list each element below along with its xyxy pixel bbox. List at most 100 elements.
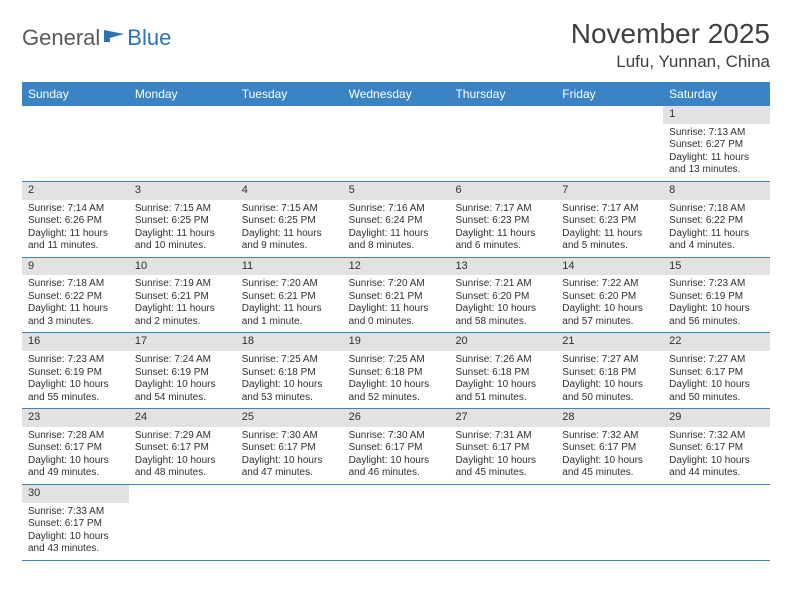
calendar-day: 11Sunrise: 7:20 AMSunset: 6:21 PMDayligh…	[236, 258, 343, 333]
day-number: 25	[236, 409, 343, 427]
sunrise-line: Sunrise: 7:27 AM	[669, 354, 764, 367]
sunrise-line: Sunrise: 7:15 AM	[135, 203, 230, 216]
logo-text-1: General	[22, 25, 100, 51]
daylight-line: Daylight: 11 hours and 11 minutes.	[28, 228, 123, 253]
calendar-day: 1Sunrise: 7:13 AMSunset: 6:27 PMDaylight…	[663, 106, 770, 181]
calendar-empty	[449, 485, 556, 560]
day-details: Sunrise: 7:15 AMSunset: 6:25 PMDaylight:…	[236, 200, 343, 257]
logo: General Blue	[22, 18, 171, 52]
weekday-header: Sunday	[22, 82, 129, 106]
sunset-line: Sunset: 6:21 PM	[135, 291, 230, 304]
sunrise-line: Sunrise: 7:32 AM	[669, 430, 764, 443]
sunset-line: Sunset: 6:20 PM	[562, 291, 657, 304]
sunrise-line: Sunrise: 7:30 AM	[242, 430, 337, 443]
calendar-empty	[343, 106, 450, 181]
calendar-empty	[663, 485, 770, 560]
calendar-empty	[343, 485, 450, 560]
calendar-day: 26Sunrise: 7:30 AMSunset: 6:17 PMDayligh…	[343, 409, 450, 484]
daylight-line: Daylight: 10 hours and 43 minutes.	[28, 531, 123, 556]
day-number: 30	[22, 485, 129, 503]
sunrise-line: Sunrise: 7:23 AM	[669, 278, 764, 291]
daylight-line: Daylight: 11 hours and 13 minutes.	[669, 152, 764, 177]
calendar-day: 16Sunrise: 7:23 AMSunset: 6:19 PMDayligh…	[22, 333, 129, 408]
day-details: Sunrise: 7:21 AMSunset: 6:20 PMDaylight:…	[449, 275, 556, 332]
daylight-line: Daylight: 10 hours and 45 minutes.	[455, 455, 550, 480]
header: General Blue November 2025 Lufu, Yunnan,…	[22, 18, 770, 72]
calendar-day: 28Sunrise: 7:32 AMSunset: 6:17 PMDayligh…	[556, 409, 663, 484]
weekday-header: Friday	[556, 82, 663, 106]
sunset-line: Sunset: 6:25 PM	[242, 215, 337, 228]
day-details: Sunrise: 7:16 AMSunset: 6:24 PMDaylight:…	[343, 200, 450, 257]
sunrise-line: Sunrise: 7:32 AM	[562, 430, 657, 443]
day-number: 1	[663, 106, 770, 124]
daylight-line: Daylight: 11 hours and 2 minutes.	[135, 303, 230, 328]
location: Lufu, Yunnan, China	[571, 52, 770, 72]
calendar-day: 21Sunrise: 7:27 AMSunset: 6:18 PMDayligh…	[556, 333, 663, 408]
sunset-line: Sunset: 6:27 PM	[669, 139, 764, 152]
sunrise-line: Sunrise: 7:17 AM	[562, 203, 657, 216]
calendar-empty	[236, 106, 343, 181]
sunrise-line: Sunrise: 7:18 AM	[28, 278, 123, 291]
sunrise-line: Sunrise: 7:20 AM	[242, 278, 337, 291]
calendar-day: 13Sunrise: 7:21 AMSunset: 6:20 PMDayligh…	[449, 258, 556, 333]
day-details: Sunrise: 7:17 AMSunset: 6:23 PMDaylight:…	[556, 200, 663, 257]
sunrise-line: Sunrise: 7:23 AM	[28, 354, 123, 367]
sunset-line: Sunset: 6:17 PM	[242, 442, 337, 455]
sunrise-line: Sunrise: 7:25 AM	[242, 354, 337, 367]
day-details: Sunrise: 7:30 AMSunset: 6:17 PMDaylight:…	[236, 427, 343, 484]
sunset-line: Sunset: 6:17 PM	[349, 442, 444, 455]
calendar-row: 30Sunrise: 7:33 AMSunset: 6:17 PMDayligh…	[22, 485, 770, 561]
daylight-line: Daylight: 11 hours and 8 minutes.	[349, 228, 444, 253]
calendar-day: 18Sunrise: 7:25 AMSunset: 6:18 PMDayligh…	[236, 333, 343, 408]
daylight-line: Daylight: 10 hours and 47 minutes.	[242, 455, 337, 480]
calendar-day: 17Sunrise: 7:24 AMSunset: 6:19 PMDayligh…	[129, 333, 236, 408]
day-details: Sunrise: 7:32 AMSunset: 6:17 PMDaylight:…	[556, 427, 663, 484]
sunset-line: Sunset: 6:21 PM	[349, 291, 444, 304]
calendar-day: 24Sunrise: 7:29 AMSunset: 6:17 PMDayligh…	[129, 409, 236, 484]
calendar-day: 8Sunrise: 7:18 AMSunset: 6:22 PMDaylight…	[663, 182, 770, 257]
daylight-line: Daylight: 10 hours and 50 minutes.	[669, 379, 764, 404]
logo-text-2: Blue	[127, 25, 171, 51]
day-details: Sunrise: 7:15 AMSunset: 6:25 PMDaylight:…	[129, 200, 236, 257]
day-number: 15	[663, 258, 770, 276]
sunset-line: Sunset: 6:17 PM	[562, 442, 657, 455]
calendar-day: 12Sunrise: 7:20 AMSunset: 6:21 PMDayligh…	[343, 258, 450, 333]
daylight-line: Daylight: 10 hours and 48 minutes.	[135, 455, 230, 480]
calendar-day: 30Sunrise: 7:33 AMSunset: 6:17 PMDayligh…	[22, 485, 129, 560]
sunrise-line: Sunrise: 7:14 AM	[28, 203, 123, 216]
daylight-line: Daylight: 10 hours and 54 minutes.	[135, 379, 230, 404]
day-number: 23	[22, 409, 129, 427]
calendar-row: 23Sunrise: 7:28 AMSunset: 6:17 PMDayligh…	[22, 409, 770, 485]
daylight-line: Daylight: 10 hours and 53 minutes.	[242, 379, 337, 404]
flag-icon	[104, 24, 126, 50]
day-details: Sunrise: 7:33 AMSunset: 6:17 PMDaylight:…	[22, 503, 129, 560]
day-details: Sunrise: 7:30 AMSunset: 6:17 PMDaylight:…	[343, 427, 450, 484]
day-details: Sunrise: 7:14 AMSunset: 6:26 PMDaylight:…	[22, 200, 129, 257]
calendar-empty	[556, 485, 663, 560]
calendar-day: 15Sunrise: 7:23 AMSunset: 6:19 PMDayligh…	[663, 258, 770, 333]
day-number: 22	[663, 333, 770, 351]
sunrise-line: Sunrise: 7:21 AM	[455, 278, 550, 291]
daylight-line: Daylight: 10 hours and 58 minutes.	[455, 303, 550, 328]
day-number: 11	[236, 258, 343, 276]
weekday-header: Thursday	[449, 82, 556, 106]
sunrise-line: Sunrise: 7:22 AM	[562, 278, 657, 291]
sunset-line: Sunset: 6:21 PM	[242, 291, 337, 304]
calendar-day: 27Sunrise: 7:31 AMSunset: 6:17 PMDayligh…	[449, 409, 556, 484]
day-details: Sunrise: 7:22 AMSunset: 6:20 PMDaylight:…	[556, 275, 663, 332]
sunrise-line: Sunrise: 7:16 AM	[349, 203, 444, 216]
day-details: Sunrise: 7:25 AMSunset: 6:18 PMDaylight:…	[236, 351, 343, 408]
sunset-line: Sunset: 6:19 PM	[28, 367, 123, 380]
day-number: 20	[449, 333, 556, 351]
sunrise-line: Sunrise: 7:19 AM	[135, 278, 230, 291]
day-number: 16	[22, 333, 129, 351]
sunset-line: Sunset: 6:23 PM	[455, 215, 550, 228]
day-number: 12	[343, 258, 450, 276]
day-number: 27	[449, 409, 556, 427]
daylight-line: Daylight: 11 hours and 5 minutes.	[562, 228, 657, 253]
day-details: Sunrise: 7:20 AMSunset: 6:21 PMDaylight:…	[343, 275, 450, 332]
day-details: Sunrise: 7:23 AMSunset: 6:19 PMDaylight:…	[663, 275, 770, 332]
calendar-empty	[22, 106, 129, 181]
day-details: Sunrise: 7:24 AMSunset: 6:19 PMDaylight:…	[129, 351, 236, 408]
calendar-day: 5Sunrise: 7:16 AMSunset: 6:24 PMDaylight…	[343, 182, 450, 257]
